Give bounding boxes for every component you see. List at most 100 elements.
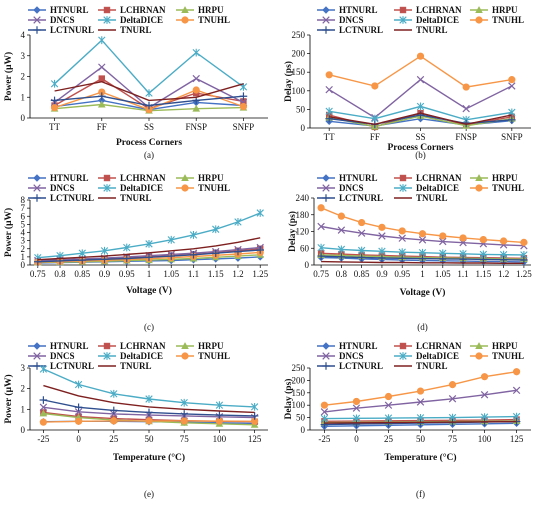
legend-marker — [475, 6, 483, 13]
data-point — [215, 401, 224, 410]
data-point — [479, 235, 487, 244]
x-axis-title: Voltage (V) — [400, 287, 446, 298]
data-point — [508, 116, 516, 124]
data-point — [145, 239, 153, 248]
legend: HTNURL LCHRNAN HRPU DNCS DeltaDICE TNUHL LCTNU… — [317, 173, 524, 203]
series-tnuhl — [325, 52, 516, 91]
legend-marker — [33, 362, 41, 370]
legend-marker — [399, 342, 407, 350]
y-tick-label: 100 — [292, 86, 306, 96]
chart-panel-1: HTNURL LCHRNAN HRPU DNCS DeltaDICE TNUHL LCTNU… — [3, 5, 268, 160]
x-tick-label: 25 — [384, 434, 394, 444]
data-point — [378, 232, 386, 240]
x-tick-label: SNFP — [233, 122, 255, 132]
data-point — [123, 243, 131, 252]
data-point — [97, 100, 106, 108]
legend-marker — [475, 174, 483, 181]
y-tick-label: 200 — [292, 49, 306, 59]
legend-marker — [475, 16, 483, 24]
data-point — [192, 48, 200, 57]
legend-marker — [33, 26, 41, 34]
x-tick-label: 1.05 — [163, 269, 179, 279]
data-point — [78, 249, 86, 258]
legend-label: LCTNURL — [50, 361, 94, 371]
series-line — [321, 260, 524, 264]
data-point — [109, 406, 118, 415]
data-point — [378, 247, 386, 256]
data-point — [325, 114, 333, 123]
y-axis-title: Power (μW) — [3, 374, 14, 423]
x-tick-label: 1.15 — [208, 269, 224, 279]
series-tnurl — [54, 80, 244, 102]
series-line — [329, 55, 512, 88]
data-point — [97, 92, 106, 101]
data-point — [438, 255, 447, 263]
y-tick-label: 3 — [21, 363, 26, 373]
data-point — [189, 231, 198, 239]
x-tick-label: 0.95 — [394, 269, 410, 279]
legend-label: HTNURL — [50, 173, 89, 183]
data-point — [459, 255, 467, 263]
data-point — [74, 417, 83, 425]
data-point — [98, 36, 106, 45]
legend-marker — [181, 174, 189, 181]
data-point — [459, 234, 467, 242]
legend-marker — [33, 342, 41, 350]
x-tick-label: 0.85 — [74, 269, 90, 279]
legend-label: DeltaDICE — [120, 15, 163, 25]
legend-marker — [33, 194, 41, 202]
data-point — [480, 373, 489, 381]
panel-label: (f) — [416, 489, 425, 499]
x-tick-label: 1.25 — [252, 269, 268, 279]
legend-label: HTNURL — [339, 341, 378, 351]
data-point — [357, 229, 366, 237]
x-tick-label: 1 — [420, 269, 425, 279]
y-tick-label: 100 — [292, 400, 306, 410]
x-tick-label: 0.8 — [336, 269, 348, 279]
legend-label: TNUHL — [492, 183, 524, 193]
data-point — [520, 256, 528, 264]
legend-marker — [322, 184, 330, 192]
data-point — [337, 253, 346, 261]
legend: HTNURL LCHRNAN HRPU DNCS DeltaDICE TNUHL LCTNU… — [317, 5, 524, 35]
data-point — [325, 85, 333, 94]
series-deltadice — [320, 412, 521, 423]
data-point — [325, 107, 333, 116]
legend-label: DNCS — [50, 351, 75, 361]
legend-label: HRPU — [492, 173, 518, 183]
legend: HTNURL LCHRNAN HRPU DNCS DeltaDICE TNUHL LCTNU… — [28, 5, 230, 35]
data-point — [416, 52, 425, 60]
data-point — [398, 254, 407, 263]
legend-label: TNUHL — [198, 351, 230, 361]
data-point — [317, 222, 325, 231]
y-tick-label: 3 — [21, 236, 26, 246]
y-tick-label: 2 — [21, 72, 26, 82]
x-tick-label: -25 — [318, 434, 330, 444]
legend-label: LCHRNAN — [416, 5, 462, 15]
y-tick-label: 4 — [21, 30, 26, 40]
y-tick-label: 0 — [21, 425, 26, 435]
legend-label: LCHRNAN — [416, 341, 462, 351]
x-tick-label: 0 — [76, 434, 81, 444]
legend-label: DeltaDICE — [120, 351, 163, 361]
data-point — [418, 254, 427, 263]
data-point — [180, 417, 188, 425]
legend-label: DNCS — [339, 351, 364, 361]
x-tick-label: 75 — [448, 434, 458, 444]
data-point — [145, 89, 153, 97]
legend-marker — [475, 342, 483, 349]
data-point — [39, 409, 48, 417]
legend-marker — [103, 184, 111, 192]
data-point — [39, 403, 48, 411]
x-axis-title: Process Corners — [116, 138, 182, 148]
y-tick-label: 150 — [292, 388, 306, 398]
series-dncs — [320, 386, 521, 416]
data-point — [98, 75, 105, 82]
legend-label: TNUHL — [492, 351, 524, 361]
data-point — [371, 82, 379, 90]
x-tick-label: 25 — [109, 434, 119, 444]
legend-label: HRPU — [492, 341, 518, 351]
legend: HTNURL LCHRNAN HRPU DNCS DeltaDICE TNUHL LCTNU… — [317, 341, 524, 371]
data-point — [500, 237, 508, 245]
